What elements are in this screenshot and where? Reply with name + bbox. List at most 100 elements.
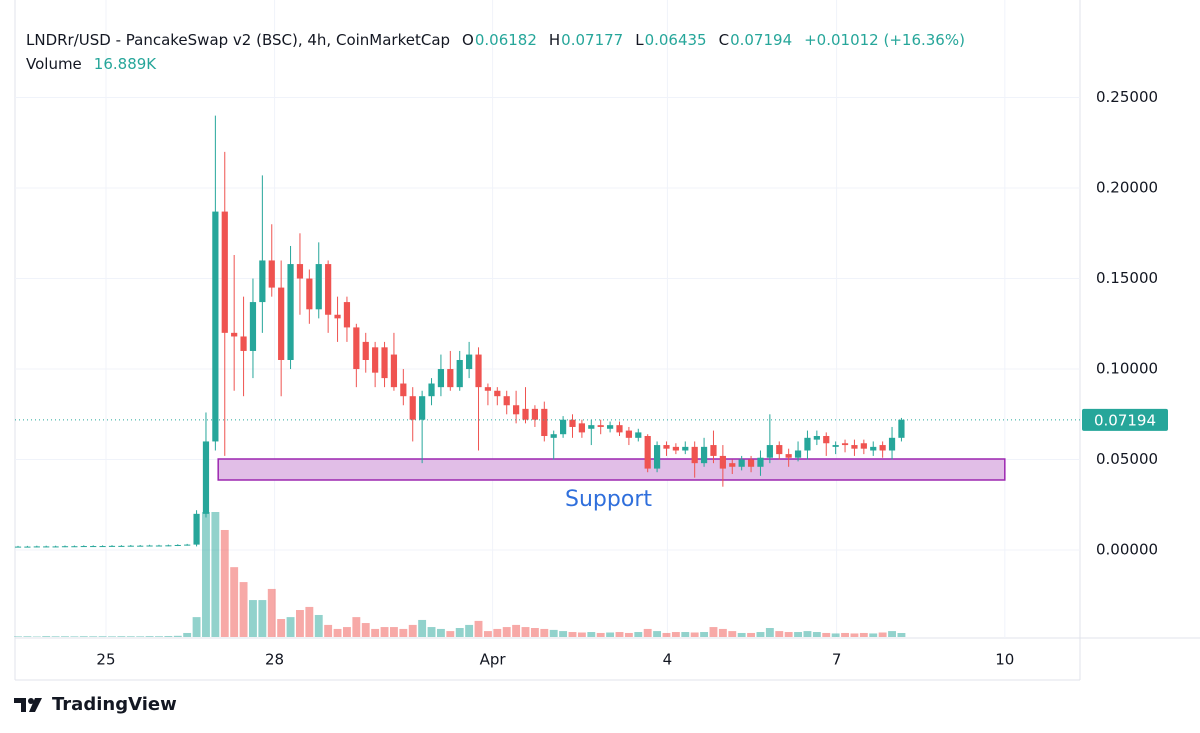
candle-body	[278, 287, 285, 360]
volume-bar	[89, 636, 98, 637]
volume-bar	[126, 636, 135, 637]
candle-body	[334, 314, 341, 319]
candle-body	[682, 446, 689, 451]
candle-body	[43, 546, 50, 548]
volume-bar	[756, 632, 765, 637]
candle-body	[315, 264, 322, 310]
volume-bar	[859, 632, 868, 637]
volume-bar	[512, 624, 521, 637]
candle-body	[644, 436, 651, 469]
brand: TradingView	[52, 694, 177, 715]
candle-body	[559, 419, 567, 435]
volume-bar	[559, 631, 568, 637]
candle-body	[606, 425, 614, 429]
volume-bar	[145, 636, 154, 637]
candle-body	[823, 436, 830, 444]
volume-bar	[333, 628, 342, 637]
volume-bar	[183, 632, 192, 637]
volume-bar	[267, 588, 276, 637]
candle-body	[757, 457, 764, 467]
volume-bar	[765, 628, 774, 637]
candle-body	[625, 430, 632, 438]
candle-body	[202, 441, 210, 514]
volume-bar	[164, 636, 173, 637]
volume-bar	[474, 620, 483, 637]
volume-bar	[98, 636, 107, 637]
candle-body	[409, 396, 416, 420]
candle-body	[137, 545, 144, 547]
volume-bar	[643, 628, 652, 637]
candle-body	[343, 302, 351, 328]
candle-body	[870, 446, 877, 451]
volume-bar	[42, 636, 51, 637]
volume-bar	[700, 632, 709, 637]
candle-body	[898, 419, 905, 438]
x-tick-label: 28	[265, 651, 284, 669]
volume-bar	[577, 632, 586, 637]
last-price-label: 0.07194	[1094, 411, 1156, 429]
candle-body	[231, 332, 238, 337]
volume-bar	[540, 628, 549, 637]
candle-body	[691, 446, 698, 464]
candle-body	[522, 408, 529, 420]
volume-bar	[202, 512, 210, 637]
support-label: Support	[565, 487, 652, 512]
volume-bar	[314, 614, 323, 637]
candle-body	[466, 354, 473, 370]
candle-body	[353, 327, 360, 370]
ohlc-value: 0.07177	[561, 31, 624, 49]
volume-bar	[530, 628, 539, 637]
x-tick-label: 7	[832, 651, 842, 669]
volume-bar	[117, 636, 126, 637]
volume-bar	[239, 582, 248, 637]
candle-body	[513, 405, 520, 415]
candle-body	[738, 459, 745, 467]
volume-bar	[671, 632, 680, 637]
volume-bar	[483, 631, 492, 637]
volume-bar	[831, 633, 840, 637]
candle-body	[879, 445, 886, 451]
volume-bar	[803, 631, 812, 637]
volume-bar	[624, 632, 633, 637]
footer: TradingView	[14, 694, 177, 715]
candle-body	[785, 454, 792, 458]
legend: LNDRr/USD - PancakeSwap v2 (BSC), 4h, Co…	[26, 28, 965, 76]
volume-bar	[850, 633, 859, 637]
volume-bar	[79, 636, 88, 637]
candle-body	[729, 463, 736, 467]
candle-body	[33, 546, 40, 548]
candle-body	[381, 347, 388, 379]
candle-body	[672, 446, 679, 451]
candle-body	[184, 544, 191, 546]
volume-bar	[418, 619, 427, 637]
volume-bar	[878, 632, 887, 637]
candle-body	[400, 383, 407, 397]
candle-body	[155, 545, 163, 547]
volume-bar	[634, 632, 643, 637]
candle-body	[287, 264, 294, 360]
volume-bar	[596, 632, 605, 637]
volume-bar	[352, 617, 361, 637]
candle-body	[108, 545, 116, 547]
ohlc-field: C 0.07194	[719, 28, 793, 52]
volume-bar	[371, 628, 380, 637]
volume-bar	[249, 600, 257, 637]
volume-bar	[436, 628, 445, 637]
volume-bar	[361, 623, 370, 637]
candle-body	[710, 445, 717, 456]
candle-body	[362, 341, 369, 360]
volume-bar	[173, 635, 182, 637]
volume-bar	[305, 606, 314, 637]
volume-bar	[521, 627, 530, 637]
candle-body	[146, 545, 153, 547]
volume-bar	[728, 631, 737, 637]
ohlc-value: 0.06182	[474, 31, 537, 49]
volume-bar	[465, 624, 474, 637]
volume-bar	[342, 627, 351, 637]
y-tick-label: 0.25000	[1096, 88, 1158, 106]
volume-bar	[324, 624, 333, 637]
volume-bar	[211, 512, 220, 637]
volume-bar	[427, 627, 436, 637]
candle-body	[165, 545, 172, 547]
